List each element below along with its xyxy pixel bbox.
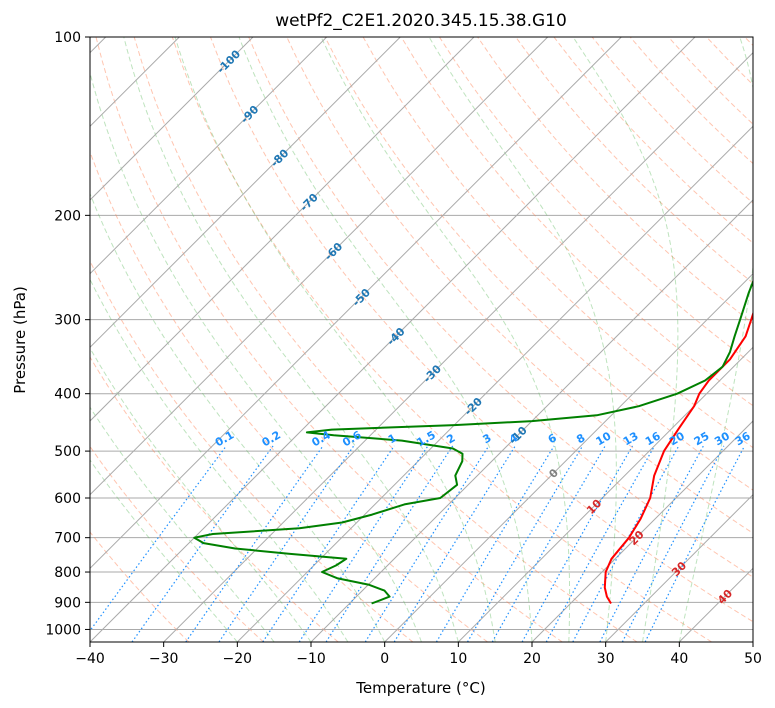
mixing-ratio-line: [262, 445, 395, 642]
dry-adiabat: [210, 37, 753, 623]
isotherm-line: [90, 37, 549, 496]
mixing-ratio-line: [325, 445, 454, 642]
mixing-ratio-line: [435, 445, 555, 642]
dry-adiabat: [90, 356, 339, 642]
dry-adiabat: [90, 150, 488, 642]
x-tick-label: −40: [75, 651, 105, 667]
y-axis: 100 200 300 400 500 600 700 800 900 1000: [45, 30, 90, 638]
sounding-profiles: [193, 279, 753, 605]
dry-adiabat: [515, 37, 753, 284]
y-tick-label: 1000: [45, 622, 81, 638]
mixing-ratio-line: [521, 445, 634, 642]
isotherm-line: [90, 37, 622, 570]
dry-adiabat: [438, 37, 753, 366]
isotherm-line: [163, 51, 753, 642]
isotherm-line: [605, 493, 753, 642]
mixing-ratio-line: [466, 445, 584, 642]
mixing-ratio-line: [644, 445, 746, 642]
moist-adiabat: [572, 37, 679, 642]
moist-adiabat: [90, 406, 275, 642]
isotherm-line: [90, 37, 328, 275]
x-tick-label: −10: [296, 651, 326, 667]
moist-adiabat: [238, 37, 533, 642]
moist-adiabat: [123, 37, 459, 642]
dry-adiabat: [248, 37, 753, 578]
y-tick-label: 400: [54, 387, 81, 403]
y-tick-label: 700: [54, 531, 81, 547]
x-tick-label: 40: [670, 651, 688, 667]
x-tick-label: 30: [597, 651, 615, 667]
y-axis-title: Pressure (hPa): [11, 286, 29, 394]
mixing-ratio-line: [218, 445, 355, 642]
background-lines: [90, 37, 753, 642]
isotherm-line: [531, 420, 753, 642]
x-tick-label: 10: [449, 651, 467, 667]
dry-adiabat: [133, 37, 638, 642]
dry-adiabat: [90, 531, 190, 642]
dry-adiabat: [171, 37, 712, 642]
x-axis-title: Temperature (°C): [355, 679, 485, 697]
mixing-ratio-line: [364, 445, 490, 642]
x-tick-label: 20: [523, 651, 541, 667]
x-tick-label: 0: [380, 651, 389, 667]
dry-adiabat: [90, 445, 264, 642]
isotherm-line: [236, 125, 753, 642]
moist-adiabat: [678, 37, 753, 642]
mixing-ratio-line: [545, 445, 656, 642]
moist-adiabat: [174, 37, 496, 642]
x-tick-label: 50: [744, 651, 762, 667]
plot-area: [90, 37, 753, 642]
isotherm-line: [310, 199, 753, 642]
dewpoint-profile: [193, 279, 753, 605]
x-tick-label: −20: [223, 651, 253, 667]
isotherm-line: [90, 37, 254, 201]
moist-adiabat: [90, 278, 349, 642]
dry-adiabat: [324, 37, 753, 491]
isotherm-line: [90, 37, 401, 349]
isotherm-line: [90, 37, 475, 422]
mixing-ratio-line: [185, 445, 324, 642]
y-tick-label: 500: [54, 444, 81, 460]
y-tick-label: 300: [54, 313, 81, 329]
mixing-ratio-line: [393, 445, 516, 642]
mixing-ratio-line: [621, 445, 725, 642]
isotherm-line: [90, 37, 696, 642]
dry-adiabat: [400, 37, 753, 407]
y-tick-label: 900: [54, 595, 81, 611]
y-tick-label: 800: [54, 565, 81, 581]
moist-adiabat: [90, 192, 386, 642]
plot-frame: [89, 36, 754, 643]
x-axis: −40 −30 −20 −10 0 10 20 30 40 50: [75, 642, 762, 667]
y-tick-label: 600: [54, 491, 81, 507]
x-tick-label: −30: [149, 651, 179, 667]
moist-adiabat: [90, 459, 238, 642]
mixing-ratio-line: [131, 445, 274, 642]
moist-adiabat: [320, 37, 571, 642]
mixing-ratio-line: [298, 445, 429, 642]
chart-title: wetPf2_C2E1.2020.345.15.38.G10: [275, 11, 567, 31]
y-tick-label: 200: [54, 208, 81, 224]
isotherm-line: [457, 346, 753, 642]
y-tick-label: 100: [54, 30, 81, 46]
isotherm-line: [384, 272, 753, 642]
dry-adiabat: [95, 37, 563, 642]
